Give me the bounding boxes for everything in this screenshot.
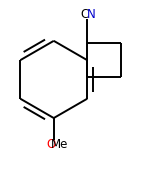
Text: N: N: [87, 8, 96, 21]
Text: C: C: [81, 8, 89, 21]
Text: O: O: [46, 138, 55, 151]
Text: Me: Me: [51, 138, 68, 151]
